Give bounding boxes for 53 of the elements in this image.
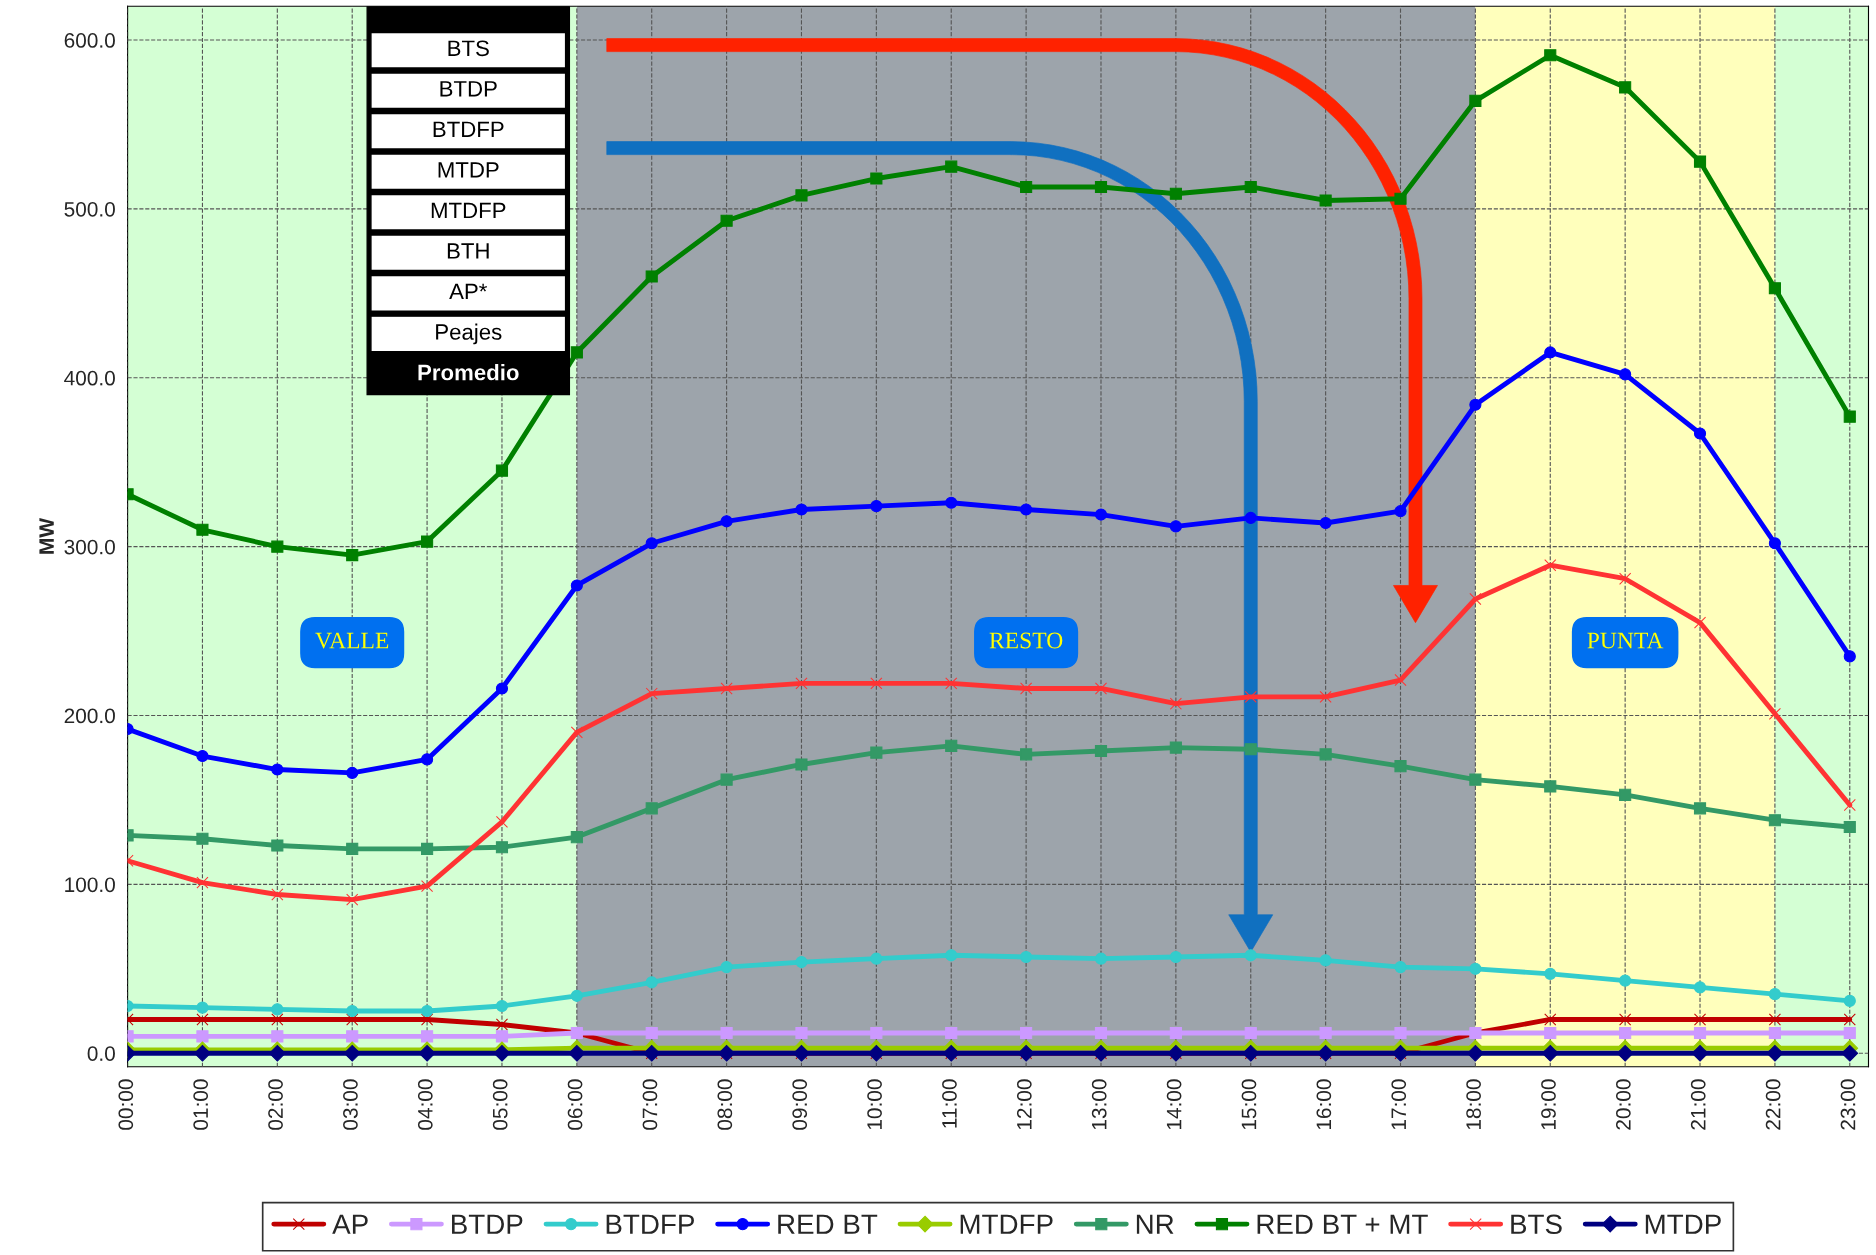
- x-tick-label: 00:00: [118, 1079, 134, 1130]
- y-tick-label: 300.0: [64, 539, 115, 555]
- x-tick-label: 02:00: [268, 1079, 283, 1130]
- legend-label: BTS: [1511, 1214, 1562, 1235]
- x-tick-label: 10:00: [867, 1079, 882, 1130]
- x-tick-label: 08:00: [717, 1079, 733, 1130]
- x-tick-label: 05:00: [492, 1079, 508, 1130]
- y-tick-label: 600.0: [64, 33, 115, 48]
- band-label: RESTO: [989, 632, 1063, 649]
- legend-label: NR: [1136, 1214, 1174, 1234]
- legend-label: MTDFP: [960, 1214, 1053, 1234]
- annotation: MTDP: [438, 162, 499, 178]
- x-tick-label: 06:00: [567, 1079, 583, 1130]
- x-tick-label: 20:00: [1615, 1079, 1631, 1130]
- x-tick-label: 14:00: [1166, 1079, 1182, 1130]
- annotation: BTH: [447, 243, 489, 259]
- legend-label: AP: [332, 1214, 368, 1234]
- annotation: Promedio: [418, 364, 519, 381]
- y-tick-label: 500.0: [64, 201, 115, 217]
- annotation: BTDFP: [433, 121, 504, 137]
- x-tick-label: 07:00: [642, 1079, 658, 1130]
- y-tick-label: 400.0: [64, 370, 115, 386]
- x-tick-label: 17:00: [1391, 1079, 1407, 1130]
- x-tick-label: 16:00: [1316, 1079, 1332, 1130]
- x-tick-label: 03:00: [343, 1079, 358, 1130]
- annotation: AP*: [449, 283, 488, 300]
- x-tick-label: 11:00: [942, 1079, 957, 1128]
- annotation: BTDP: [440, 81, 497, 97]
- legend-label: MTDP: [1645, 1214, 1721, 1234]
- band-label: VALLE: [315, 632, 389, 649]
- x-tick-label: 12:00: [1016, 1079, 1032, 1130]
- x-tick-label: 09:00: [792, 1079, 808, 1130]
- legend-label: BTDFP: [606, 1214, 694, 1234]
- x-tick-label: 04:00: [417, 1079, 433, 1130]
- y-tick-label: 200.0: [64, 708, 115, 724]
- legend-label: BTDP: [452, 1214, 523, 1234]
- legend-label: RED BT + MT: [1257, 1214, 1428, 1234]
- y-axis-title: MW: [39, 518, 54, 554]
- x-tick-label: 21:00: [1690, 1079, 1706, 1130]
- x-tick-label: 01:00: [193, 1079, 209, 1130]
- band-label: PUNTA: [1587, 632, 1664, 649]
- x-tick-label: 13:00: [1091, 1079, 1107, 1130]
- y-tick-label: 0.0: [87, 1046, 115, 1061]
- x-tick-label: 22:00: [1765, 1079, 1781, 1130]
- x-tick-label: 23:00: [1840, 1079, 1856, 1130]
- x-tick-label: 19:00: [1541, 1079, 1556, 1130]
- annotation: BTS: [448, 40, 489, 57]
- annotation: Peajes: [436, 323, 502, 345]
- annotation: MTDFP: [431, 202, 506, 219]
- x-tick-label: 15:00: [1241, 1079, 1257, 1130]
- x-tick-label: 18:00: [1466, 1079, 1481, 1130]
- legend-label: RED BT: [778, 1214, 878, 1234]
- y-tick-label: 100.0: [65, 877, 115, 893]
